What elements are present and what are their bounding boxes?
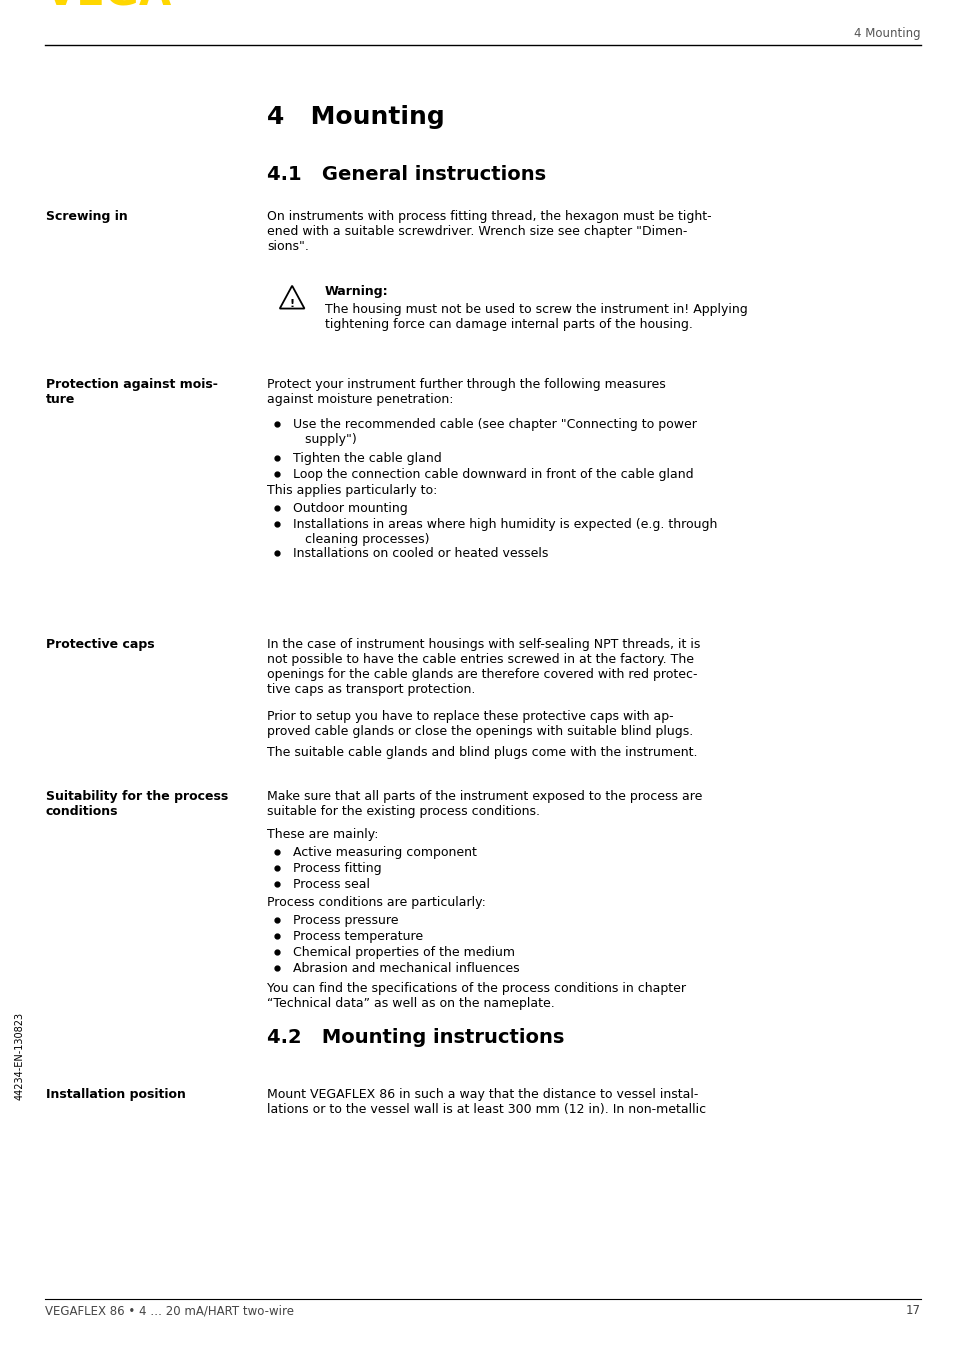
Text: Warning:: Warning:	[325, 284, 388, 298]
Text: Outdoor mounting: Outdoor mounting	[293, 502, 408, 515]
Text: Suitability for the process
conditions: Suitability for the process conditions	[46, 789, 228, 818]
Text: 17: 17	[904, 1304, 920, 1317]
Text: These are mainly:: These are mainly:	[267, 829, 378, 841]
Text: Make sure that all parts of the instrument exposed to the process are
suitable f: Make sure that all parts of the instrume…	[267, 789, 701, 818]
Text: Loop the connection cable downward in front of the cable gland: Loop the connection cable downward in fr…	[293, 468, 693, 481]
Text: Tighten the cable gland: Tighten the cable gland	[293, 452, 441, 464]
Text: 4.1   General instructions: 4.1 General instructions	[267, 165, 546, 184]
Text: On instruments with process fitting thread, the hexagon must be tight-
ened with: On instruments with process fitting thre…	[267, 210, 711, 253]
Text: Active measuring component: Active measuring component	[293, 846, 476, 858]
Text: Installations in areas where high humidity is expected (e.g. through
   cleaning: Installations in areas where high humidi…	[293, 519, 717, 546]
Text: VEGA: VEGA	[45, 0, 172, 15]
Text: Prior to setup you have to replace these protective caps with ap-
proved cable g: Prior to setup you have to replace these…	[267, 709, 693, 738]
Text: 4 Mounting: 4 Mounting	[853, 27, 920, 41]
Text: You can find the specifications of the process conditions in chapter
“Technical : You can find the specifications of the p…	[267, 982, 685, 1010]
Text: Protective caps: Protective caps	[46, 638, 154, 651]
Text: Process seal: Process seal	[293, 877, 370, 891]
Text: Mount VEGAFLEX 86 in such a way that the distance to vessel instal-
lations or t: Mount VEGAFLEX 86 in such a way that the…	[267, 1089, 705, 1116]
Text: Protect your instrument further through the following measures
against moisture : Protect your instrument further through …	[267, 378, 665, 406]
Text: The suitable cable glands and blind plugs come with the instrument.: The suitable cable glands and blind plug…	[267, 746, 697, 760]
Text: !: !	[290, 299, 294, 309]
Text: 4   Mounting: 4 Mounting	[267, 106, 444, 129]
Text: Chemical properties of the medium: Chemical properties of the medium	[293, 946, 515, 959]
Text: In the case of instrument housings with self-sealing NPT threads, it is
not poss: In the case of instrument housings with …	[267, 638, 700, 696]
Text: Use the recommended cable (see chapter "Connecting to power
   supply"): Use the recommended cable (see chapter "…	[293, 418, 697, 445]
Text: Process fitting: Process fitting	[293, 862, 381, 875]
Text: Abrasion and mechanical influences: Abrasion and mechanical influences	[293, 961, 519, 975]
Text: 4.2   Mounting instructions: 4.2 Mounting instructions	[267, 1028, 564, 1047]
Text: Protection against mois-
ture: Protection against mois- ture	[46, 378, 217, 406]
Text: Screwing in: Screwing in	[46, 210, 128, 223]
Text: Process conditions are particularly:: Process conditions are particularly:	[267, 896, 485, 909]
Text: Installation position: Installation position	[46, 1089, 186, 1101]
Text: This applies particularly to:: This applies particularly to:	[267, 483, 437, 497]
Text: Process temperature: Process temperature	[293, 930, 423, 942]
Text: VEGAFLEX 86 • 4 … 20 mA/HART two-wire: VEGAFLEX 86 • 4 … 20 mA/HART two-wire	[45, 1304, 294, 1317]
Text: The housing must not be used to screw the instrument in! Applying
tightening for: The housing must not be used to screw th…	[325, 303, 747, 330]
Text: 44234-EN-130823: 44234-EN-130823	[15, 1011, 25, 1101]
Text: Process pressure: Process pressure	[293, 914, 398, 927]
Text: Installations on cooled or heated vessels: Installations on cooled or heated vessel…	[293, 547, 548, 561]
